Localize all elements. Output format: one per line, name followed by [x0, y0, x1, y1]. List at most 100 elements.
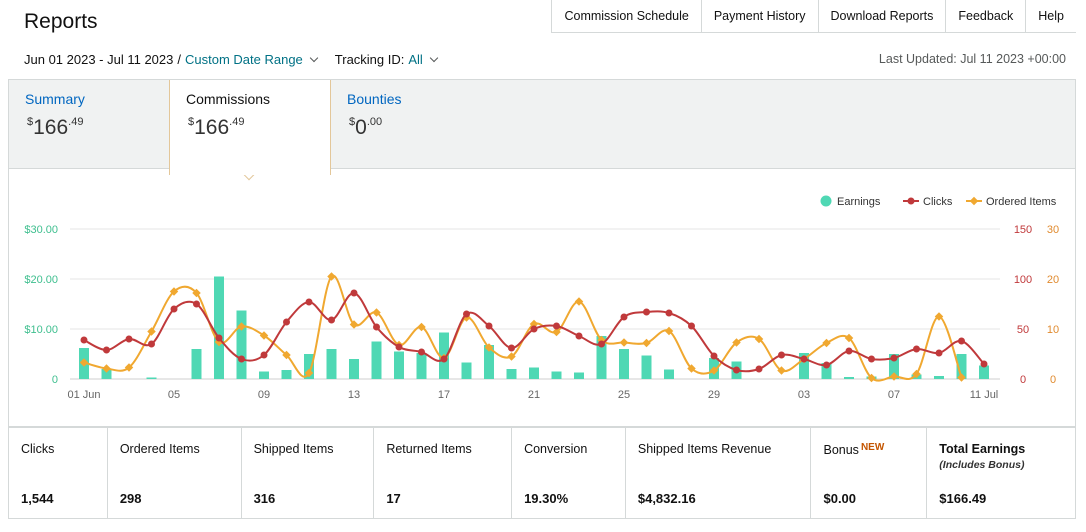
- x-tick-label: 21: [528, 389, 540, 401]
- earnings-bar: [934, 376, 944, 379]
- ordered-items-point: [147, 327, 156, 336]
- tab-summary[interactable]: Summary $166.49: [9, 80, 169, 169]
- ordered-items-point: [484, 343, 494, 352]
- ordered-items-point: [957, 373, 966, 382]
- clicks-point: [710, 352, 718, 360]
- tracking-id-dropdown[interactable]: All: [408, 52, 423, 67]
- top-nav: Commission Schedule Payment History Down…: [551, 0, 1076, 33]
- ordered-items-point: [687, 364, 696, 373]
- earnings-bar: [596, 336, 607, 379]
- ordered-items-point: [259, 331, 269, 340]
- clicks-point: [148, 340, 155, 348]
- ordered-items-point: [372, 308, 381, 317]
- earnings-bar: [259, 371, 269, 379]
- tab-commissions-amount: $166.49: [188, 116, 245, 139]
- clicks-point: [935, 349, 943, 357]
- metric-ordered-items: Ordered Items 298: [108, 428, 242, 518]
- tab-bounties[interactable]: Bounties $0.00: [331, 80, 491, 169]
- nav-feedback[interactable]: Feedback: [946, 0, 1027, 32]
- earnings-bar: [529, 367, 539, 379]
- clicks-point: [868, 355, 875, 363]
- ordered-items-point: [552, 327, 561, 337]
- clicks-point: [238, 355, 245, 363]
- x-tick-label: 01 Jun: [67, 389, 100, 401]
- report-header: Reports Commission Schedule Payment Hist…: [8, 0, 1076, 80]
- legend-clicks-icon: [907, 197, 915, 205]
- metrics-bar: Clicks 1,544 Ordered Items 298 Shipped I…: [8, 427, 1076, 519]
- ordered-items-point: [237, 322, 246, 331]
- clicks-point: [395, 343, 403, 351]
- ordered-items-point: [574, 297, 584, 306]
- date-range-text: Jun 01 2023 - Jul 11 2023: [24, 52, 174, 67]
- clicks-point: [598, 340, 605, 348]
- legend-earnings-label: Earnings: [837, 196, 881, 208]
- chevron-down-icon[interactable]: [429, 53, 439, 63]
- clicks-point: [733, 366, 740, 374]
- x-tick-label: 29: [708, 389, 720, 401]
- x-tick-label: 17: [438, 389, 450, 401]
- clicks-point: [440, 355, 448, 363]
- nav-payment-history[interactable]: Payment History: [702, 0, 819, 32]
- y-tick-label-clicks: 0: [1020, 374, 1026, 386]
- tab-summary-amount: $166.49: [27, 116, 84, 139]
- metric-returned-items: Returned Items 17: [374, 428, 513, 518]
- nav-help[interactable]: Help: [1038, 9, 1064, 23]
- clicks-point: [958, 337, 965, 345]
- report-panel: Summary $166.49 Commissions $166.49 Boun…: [8, 79, 1076, 427]
- y-tick-label-left: $20.00: [24, 274, 58, 286]
- ordered-items-point: [349, 320, 359, 329]
- y-tick-label-items: 30: [1047, 224, 1059, 236]
- x-tick-label: 25: [618, 389, 630, 401]
- y-tick-label-left: $10.00: [24, 324, 58, 336]
- tab-bounties-amount: $0.00: [349, 116, 383, 139]
- tab-bounties-label: Bounties: [347, 91, 402, 107]
- ordered-items-point: [192, 288, 201, 298]
- x-tick-label: 03: [798, 389, 810, 401]
- earnings-bar: [844, 377, 854, 379]
- legend-ordered-items-icon: [969, 196, 979, 206]
- ordered-items-point: [664, 326, 674, 336]
- clicks-point: [305, 298, 313, 306]
- earnings-bar: [799, 353, 809, 379]
- nav-commission-schedule[interactable]: Commission Schedule: [552, 0, 702, 32]
- ordered-items-point: [642, 338, 651, 348]
- legend-ordered-items-label: Ordered Items: [986, 196, 1057, 208]
- new-badge: NEW: [860, 442, 885, 453]
- y-tick-label-clicks: 150: [1014, 224, 1032, 236]
- tab-commissions-label: Commissions: [186, 91, 271, 107]
- metric-total-earnings: Total Earnings (Includes Bonus) $166.49: [939, 442, 1026, 506]
- y-tick-label-items: 10: [1047, 324, 1059, 336]
- earnings-bar: [304, 354, 314, 379]
- clicks-point: [508, 344, 515, 352]
- clicks-point: [800, 355, 808, 363]
- clicks-point: [845, 347, 853, 355]
- custom-date-range-dropdown[interactable]: Custom Date Range: [185, 52, 303, 67]
- ordered-items-point: [912, 369, 921, 379]
- clicks-point: [283, 318, 290, 326]
- earnings-bar: [484, 345, 494, 379]
- clicks-point: [215, 334, 223, 342]
- page-title: Reports: [24, 10, 98, 33]
- x-tick-label: 05: [168, 389, 180, 401]
- last-updated: Last Updated: Jul 11 2023 +00:00: [878, 52, 1066, 66]
- earnings-bar: [214, 276, 224, 379]
- ordered-items-point: [79, 358, 89, 367]
- metric-shipped-revenue: Shipped Items Revenue $4,832.16: [626, 428, 812, 518]
- earnings-bar: [101, 369, 112, 379]
- ordered-items-point: [867, 373, 876, 383]
- ordered-items-point: [169, 287, 179, 296]
- chevron-down-icon[interactable]: [309, 53, 319, 63]
- earnings-bar: [281, 370, 292, 379]
- ordered-items-point: [282, 350, 291, 360]
- ordered-items-point: [732, 338, 741, 347]
- earnings-bar: [979, 365, 989, 379]
- clicks-point: [688, 322, 695, 330]
- earnings-bar: [641, 355, 652, 379]
- earnings-bar: [371, 341, 382, 379]
- clicks-point: [193, 300, 200, 308]
- nav-download-reports[interactable]: Download Reports: [819, 0, 947, 32]
- clicks-point: [418, 348, 425, 356]
- metric-shipped-items: Shipped Items 316: [242, 428, 375, 518]
- ordered-items-point: [102, 364, 111, 373]
- earnings-bar: [191, 349, 202, 379]
